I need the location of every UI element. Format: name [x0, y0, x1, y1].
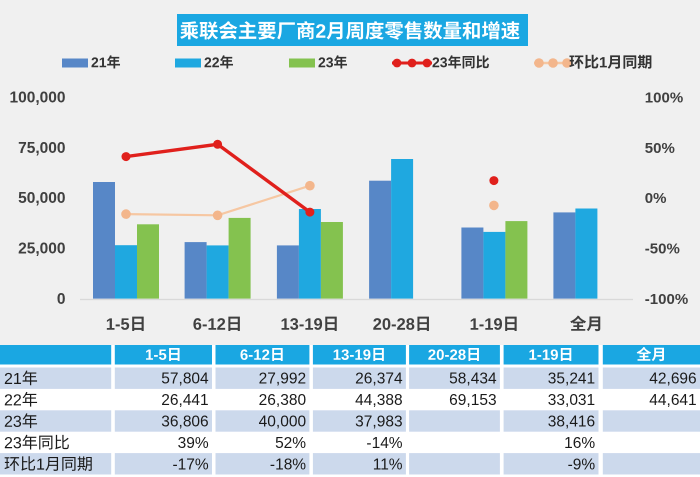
svg-text:33,031: 33,031: [548, 392, 595, 409]
svg-text:37,983: 37,983: [355, 414, 402, 431]
svg-text:50%: 50%: [645, 140, 675, 157]
svg-text:-9%: -9%: [568, 456, 596, 473]
svg-text:44,641: 44,641: [649, 392, 696, 409]
svg-text:26,380: 26,380: [259, 392, 307, 409]
svg-text:35,241: 35,241: [548, 371, 595, 388]
svg-text:57,804: 57,804: [161, 371, 209, 388]
svg-text:39%: 39%: [178, 435, 209, 452]
svg-text:11%: 11%: [373, 456, 403, 473]
svg-text:0%: 0%: [645, 190, 667, 207]
svg-text:40,000: 40,000: [259, 414, 307, 431]
svg-text:50,000: 50,000: [18, 190, 65, 207]
svg-text:-17%: -17%: [173, 456, 209, 473]
svg-text:100%: 100%: [645, 89, 683, 106]
svg-text:-50%: -50%: [645, 241, 680, 258]
svg-text:100,000: 100,000: [9, 89, 65, 106]
svg-text:52%: 52%: [275, 435, 306, 452]
svg-text:16%: 16%: [564, 435, 595, 452]
svg-text:26,374: 26,374: [355, 371, 403, 388]
svg-text:38,416: 38,416: [548, 414, 595, 431]
svg-text:27,992: 27,992: [259, 371, 306, 388]
svg-text:69,153: 69,153: [449, 392, 496, 409]
svg-text:26,441: 26,441: [161, 392, 208, 409]
svg-text:25,000: 25,000: [18, 241, 65, 258]
svg-text:36,806: 36,806: [161, 414, 208, 431]
svg-text:-14%: -14%: [366, 435, 402, 452]
svg-text:-100%: -100%: [645, 291, 688, 308]
svg-text:75,000: 75,000: [18, 140, 65, 157]
svg-text:42,696: 42,696: [649, 371, 696, 388]
svg-text:-18%: -18%: [270, 456, 306, 473]
svg-text:44,388: 44,388: [355, 392, 402, 409]
svg-text:58,434: 58,434: [449, 371, 497, 388]
svg-text:0: 0: [57, 291, 66, 308]
